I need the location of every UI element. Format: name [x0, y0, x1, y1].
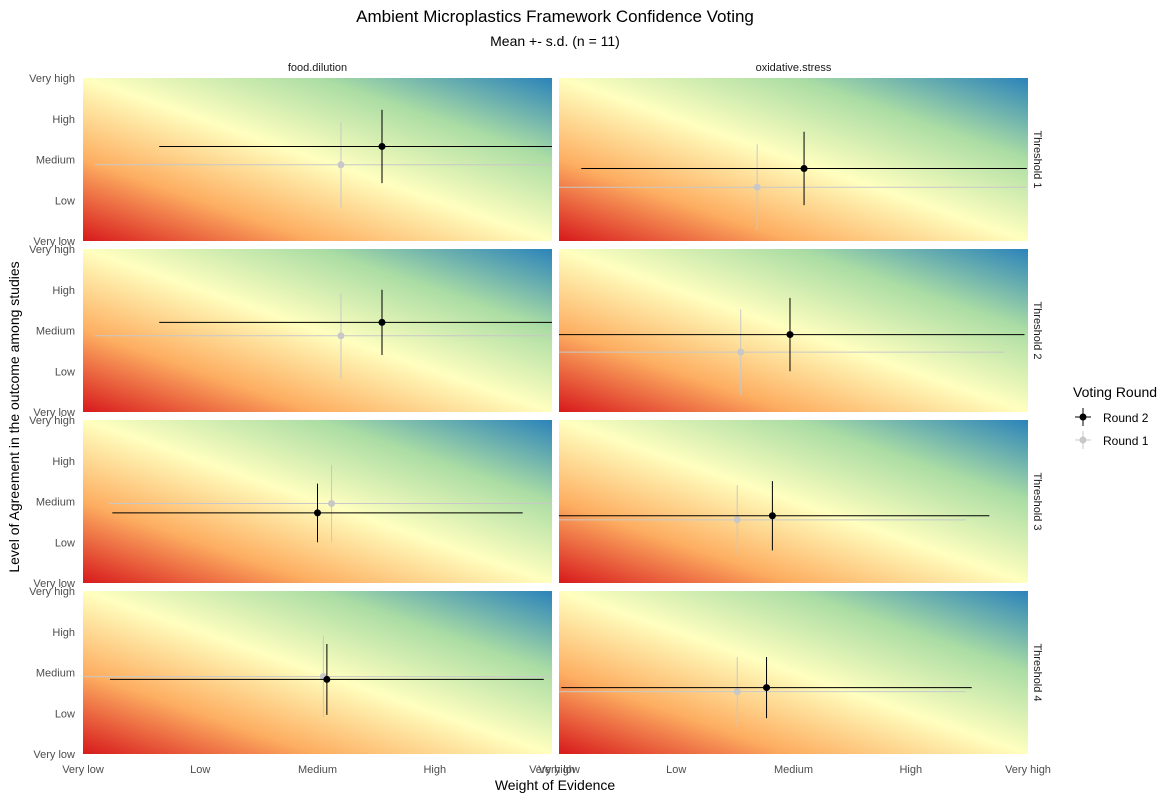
y-tick-label: Low	[55, 195, 75, 207]
legend-title: Voting Round	[1073, 384, 1157, 400]
panel-grid: food.dilution oxidative.stress Threshold 1…	[83, 62, 1043, 754]
panel-background	[559, 591, 1028, 754]
round-2-mean-point	[323, 675, 331, 683]
y-tick-label: High	[52, 285, 75, 297]
legend-round-2-dot	[1079, 413, 1087, 421]
panel-oxidative-stress-threshold-2	[559, 249, 1028, 412]
facet-label-threshold-3: Threshold 3	[1031, 472, 1043, 530]
x-tick-label: Very high	[1005, 764, 1051, 776]
y-tick-label: Low	[55, 708, 75, 720]
y-tick-label: Medium	[36, 155, 75, 167]
x-tick-label: Very low	[62, 764, 104, 776]
chart-title: Ambient Microplastics Framework Confiden…	[356, 7, 754, 26]
round-1-mean-point	[737, 348, 745, 356]
x-tick-label: Low	[190, 764, 210, 776]
panel-food-dilution-threshold-4	[83, 591, 552, 754]
round-1-mean-point	[733, 688, 741, 696]
y-tick-label: Very low	[33, 407, 75, 419]
legend: Voting Round Round 2 Round 1	[1073, 384, 1157, 449]
round-2-mean-point	[378, 142, 386, 150]
x-tick-label: Very high	[529, 764, 575, 776]
panel-background	[83, 78, 552, 241]
panel-oxidative-stress-threshold-4	[559, 591, 1028, 754]
round-1-mean-point	[328, 500, 336, 508]
round-2-mean-point	[314, 509, 321, 517]
y-tick-label: Low	[55, 537, 75, 549]
x-axis-label: Weight of Evidence	[495, 777, 616, 793]
x-tick-label: Very low	[538, 764, 580, 776]
y-axis-label: Level of Agreement in the outcome among …	[6, 261, 22, 572]
y-tick-label: Very low	[33, 578, 75, 590]
y-tick-label: High	[52, 627, 75, 639]
y-tick-label: Very high	[29, 244, 75, 256]
panel-food-dilution-threshold-2	[83, 249, 552, 412]
x-tick-label: Medium	[298, 764, 337, 776]
panel-food-dilution-threshold-3	[83, 420, 552, 583]
round-2-mean-point	[763, 684, 771, 692]
y-tick-label: Very low	[33, 749, 75, 761]
panel-background	[83, 249, 552, 412]
y-tick-label: Medium	[36, 668, 75, 680]
y-tick-label: Very high	[29, 586, 75, 598]
y-tick-label: Very high	[29, 415, 75, 427]
y-tick-label: Low	[55, 366, 75, 378]
x-tick-label: High	[899, 764, 922, 776]
x-tick-label: High	[423, 764, 446, 776]
y-tick-label: Very low	[33, 236, 75, 248]
round-1-mean-point	[337, 161, 345, 169]
round-2-mean-point	[768, 512, 776, 520]
panel-background	[559, 78, 1028, 241]
chart-subtitle: Mean +- s.d. (n = 11)	[490, 33, 620, 49]
y-tick-label: High	[52, 114, 75, 126]
facet-label-food-dilution: food.dilution	[288, 62, 347, 74]
panel-background	[559, 249, 1028, 412]
round-1-mean-point	[337, 332, 345, 340]
facet-label-threshold-4: Threshold 4	[1031, 643, 1043, 701]
panel-background	[559, 420, 1028, 583]
legend-round-2-label: Round 2	[1103, 411, 1149, 425]
legend-round-1-dot	[1079, 436, 1087, 444]
x-tick-label: Medium	[774, 764, 813, 776]
legend-item-round-1: Round 1	[1075, 431, 1149, 449]
panel-food-dilution-threshold-1	[83, 78, 552, 241]
y-tick-label: High	[52, 456, 75, 468]
facet-label-oxidative-stress: oxidative.stress	[756, 62, 832, 74]
round-2-mean-point	[786, 331, 794, 339]
x-tick-label: Low	[666, 764, 686, 776]
facet-label-threshold-1: Threshold 1	[1031, 130, 1043, 188]
round-2-mean-point	[800, 164, 808, 172]
panel-oxidative-stress-threshold-1	[559, 78, 1028, 241]
legend-round-1-label: Round 1	[1103, 434, 1149, 448]
y-tick-label: Medium	[36, 497, 75, 509]
round-1-mean-point	[753, 183, 761, 191]
panel-background	[83, 591, 552, 754]
y-tick-label: Very high	[29, 73, 75, 85]
round-2-mean-point	[378, 318, 386, 326]
y-tick-label: Medium	[36, 326, 75, 338]
round-1-mean-point	[733, 516, 741, 524]
facet-label-threshold-2: Threshold 2	[1031, 301, 1043, 359]
panel-oxidative-stress-threshold-3	[559, 420, 1028, 583]
legend-item-round-2: Round 2	[1075, 408, 1149, 426]
